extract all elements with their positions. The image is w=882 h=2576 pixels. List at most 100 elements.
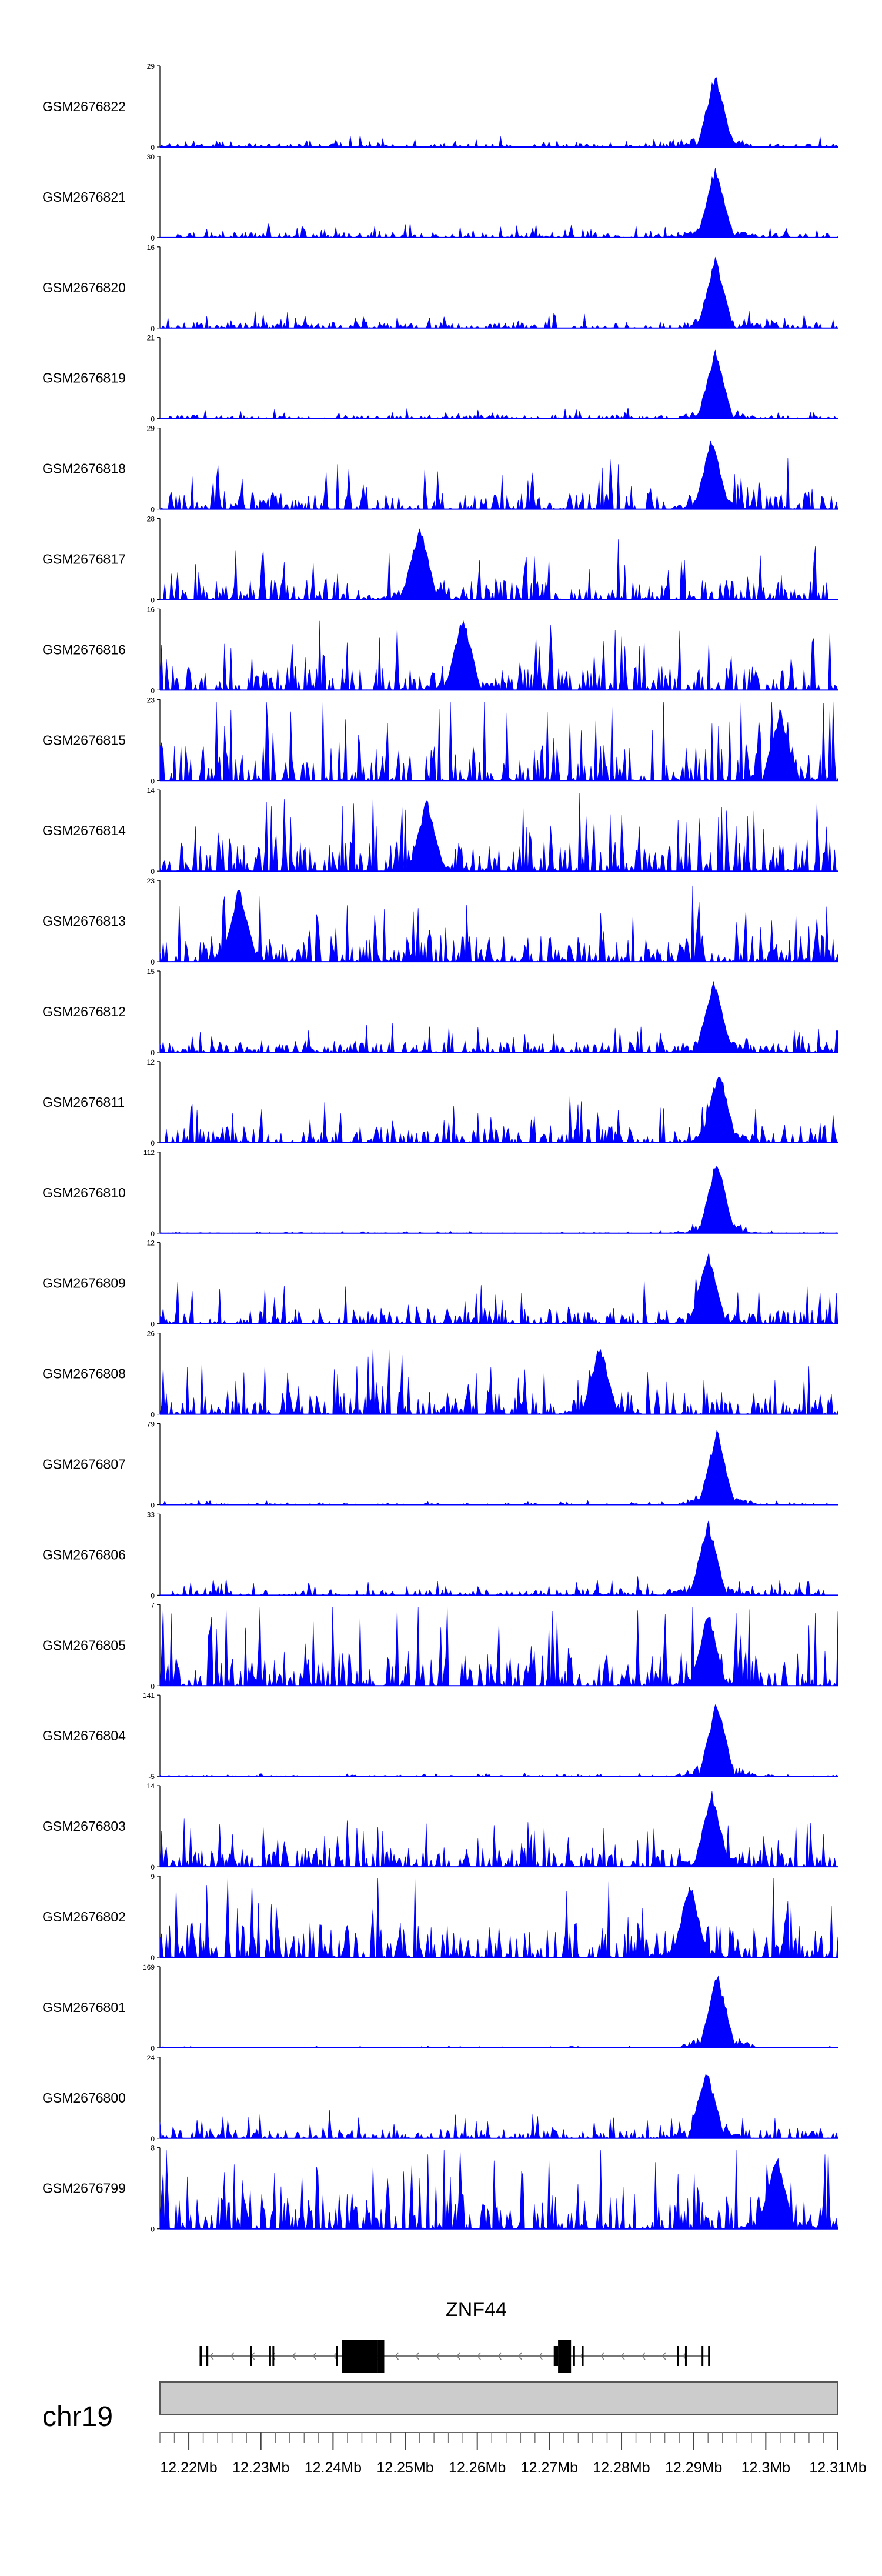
exon: [553, 2346, 559, 2366]
track-ymax-label: 12: [147, 1058, 155, 1066]
exon: [677, 2346, 679, 2366]
track-ymin-label: 0: [151, 144, 155, 152]
chromosome-ideogram: chr19: [42, 2381, 838, 2432]
track-ymax-label: 16: [147, 605, 155, 613]
track-ymax-label: 7: [151, 1601, 155, 1609]
track-GSM2676811: GSM2676811 12 0: [42, 1058, 838, 1147]
track-ymax-label: 12: [147, 1239, 155, 1247]
track-ymax-label: 15: [147, 967, 155, 976]
coverage-area: [159, 1077, 838, 1143]
track-name-label: GSM2676821: [42, 189, 126, 205]
x-tick-label: 12.3Mb: [741, 2460, 790, 2476]
coverage-area: [159, 349, 838, 419]
track-name-label: GSM2676802: [42, 1909, 126, 1924]
track-name-label: GSM2676820: [42, 280, 126, 295]
track-name-label: GSM2676817: [42, 552, 126, 567]
track-name-label: GSM2676805: [42, 1637, 126, 1653]
track-ymin-label: 0: [151, 1954, 155, 1962]
track-ymin-label: 0: [151, 596, 155, 605]
track-ymin-label: 0: [151, 325, 155, 333]
coverage-area: [159, 702, 838, 782]
strand-arrow: [642, 2352, 646, 2360]
track-GSM2676800: GSM2676800 24 0: [42, 2054, 838, 2143]
coverage-area: [160, 528, 838, 600]
track-ymax-label: 14: [147, 1782, 155, 1790]
strand-arrow: [621, 2352, 625, 2360]
track-GSM2676815: GSM2676815 23 0: [42, 696, 838, 785]
strand-arrow: [436, 2352, 440, 2360]
exon: [206, 2346, 209, 2366]
track-ymax-label: 23: [147, 877, 155, 885]
exon: [558, 2340, 572, 2373]
track-name-label: GSM2676822: [42, 99, 126, 114]
coverage-area: [160, 1520, 838, 1596]
x-tick-label: 12.23Mb: [232, 2460, 289, 2476]
track-ymin-label: 0: [151, 1139, 155, 1147]
strand-arrow: [539, 2352, 543, 2360]
x-tick-label: 12.29Mb: [665, 2460, 722, 2476]
coverage-area: [159, 2074, 838, 2139]
track-ymin-label: -5: [148, 1773, 155, 1781]
track-name-label: GSM2676816: [42, 642, 126, 657]
coverage-area: [159, 1878, 838, 1958]
track-GSM2676816: GSM2676816 16 0: [42, 605, 838, 695]
track-ymin-label: 0: [151, 1863, 155, 1871]
exon: [573, 2346, 575, 2366]
track-name-label: GSM2676799: [42, 2181, 126, 2196]
coverage-area: [159, 981, 838, 1053]
strand-arrow: [518, 2352, 522, 2360]
track-GSM2676804: GSM2676804 141 -5: [42, 1691, 838, 1781]
strand-arrow: [395, 2352, 399, 2360]
track-GSM2676808: GSM2676808 26 0: [42, 1330, 838, 1419]
track-GSM2676805: GSM2676805 7 0: [42, 1601, 838, 1690]
tracks-layer: GSM2676822290GSM2676821300GSM2676820160G…: [42, 62, 838, 2234]
track-GSM2676820: GSM2676820 16 0: [42, 243, 838, 333]
gene-name-label: ZNF44: [446, 2298, 507, 2321]
track-ymax-label: 30: [147, 153, 155, 161]
exon: [708, 2346, 710, 2366]
strand-arrow: [477, 2352, 481, 2360]
coverage-area: [159, 1607, 838, 1687]
track-ymin-label: 0: [151, 1320, 155, 1329]
track-ymax-label: 29: [147, 62, 155, 71]
coverage-area: [159, 2150, 838, 2230]
coverage-area: [159, 440, 838, 510]
coverage-area: [159, 620, 838, 691]
track-ymin-label: 0: [151, 777, 155, 785]
track-name-label: GSM2676815: [42, 732, 126, 748]
strand-arrow: [497, 2352, 502, 2360]
track-GSM2676810: GSM2676810 112 0: [42, 1149, 838, 1238]
strand-arrow: [230, 2352, 235, 2360]
track-ymax-label: 112: [143, 1149, 155, 1157]
track-ymin-label: 0: [151, 1682, 155, 1690]
exon: [342, 2340, 378, 2373]
track-name-label: GSM2676801: [42, 2000, 126, 2015]
x-tick-label: 12.25Mb: [376, 2460, 433, 2476]
chromosome-label: chr19: [42, 2401, 113, 2432]
x-tick-label: 12.28Mb: [593, 2460, 650, 2476]
strand-arrow: [456, 2352, 460, 2360]
x-tick-label: 12.22Mb: [160, 2460, 217, 2476]
exon: [272, 2346, 275, 2366]
track-ymax-label: 21: [147, 334, 155, 342]
strand-arrow: [209, 2352, 214, 2360]
coverage-area: [159, 885, 838, 963]
track-GSM2676819: GSM2676819 21 0: [42, 334, 838, 423]
track-ymax-label: 28: [147, 515, 155, 523]
coverage-area: [159, 1346, 838, 1415]
strand-arrow: [292, 2352, 296, 2360]
x-tick-label: 12.31Mb: [809, 2460, 866, 2476]
track-GSM2676799: GSM2676799 8 0: [42, 2144, 838, 2234]
gene-model: ZNF44: [199, 2298, 710, 2373]
exon: [199, 2346, 202, 2366]
track-ymax-label: 26: [147, 1330, 155, 1338]
x-tick-label: 12.26Mb: [449, 2460, 506, 2476]
track-ymax-label: 29: [147, 425, 155, 433]
coverage-area: [159, 793, 838, 872]
track-ymax-label: 8: [151, 2144, 155, 2153]
track-ymax-label: 141: [143, 1691, 155, 1700]
track-ymin-label: 0: [151, 686, 155, 695]
exon: [250, 2346, 253, 2366]
track-ymax-label: 9: [151, 1873, 155, 1881]
exon: [380, 2346, 383, 2366]
